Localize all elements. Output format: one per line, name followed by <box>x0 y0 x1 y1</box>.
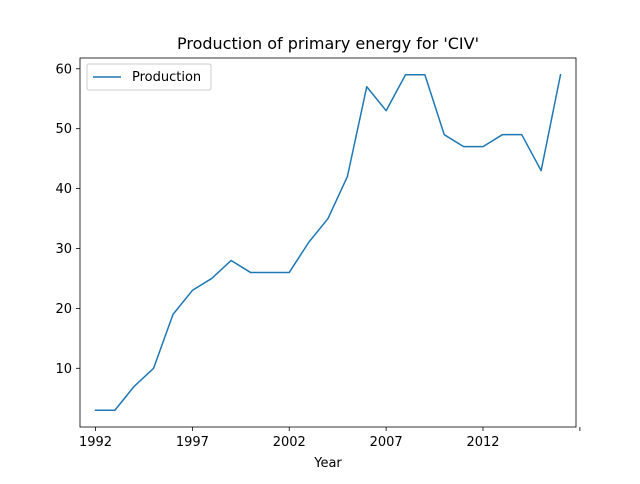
x-axis-label: Year <box>313 456 342 471</box>
legend: Production <box>87 64 211 90</box>
x-tick-label-1997: 1997 <box>176 435 209 450</box>
x-tick-label-2007: 2007 <box>370 435 403 450</box>
y-tick-label-50: 50 <box>55 122 72 137</box>
y-tick-label-30: 30 <box>55 242 72 257</box>
y-tick-label-40: 40 <box>55 182 72 197</box>
x-tick-label-2012: 2012 <box>466 435 499 450</box>
x-tick-label-2002: 2002 <box>273 435 306 450</box>
legend-label-production: Production <box>132 70 201 85</box>
x-tick-label-1992: 1992 <box>79 435 112 450</box>
y-tick-label-10: 10 <box>55 362 72 377</box>
y-tick-label-20: 20 <box>55 302 72 317</box>
chart-title: Production of primary energy for 'CIV' <box>177 34 479 53</box>
y-tick-label-60: 60 <box>55 62 72 77</box>
